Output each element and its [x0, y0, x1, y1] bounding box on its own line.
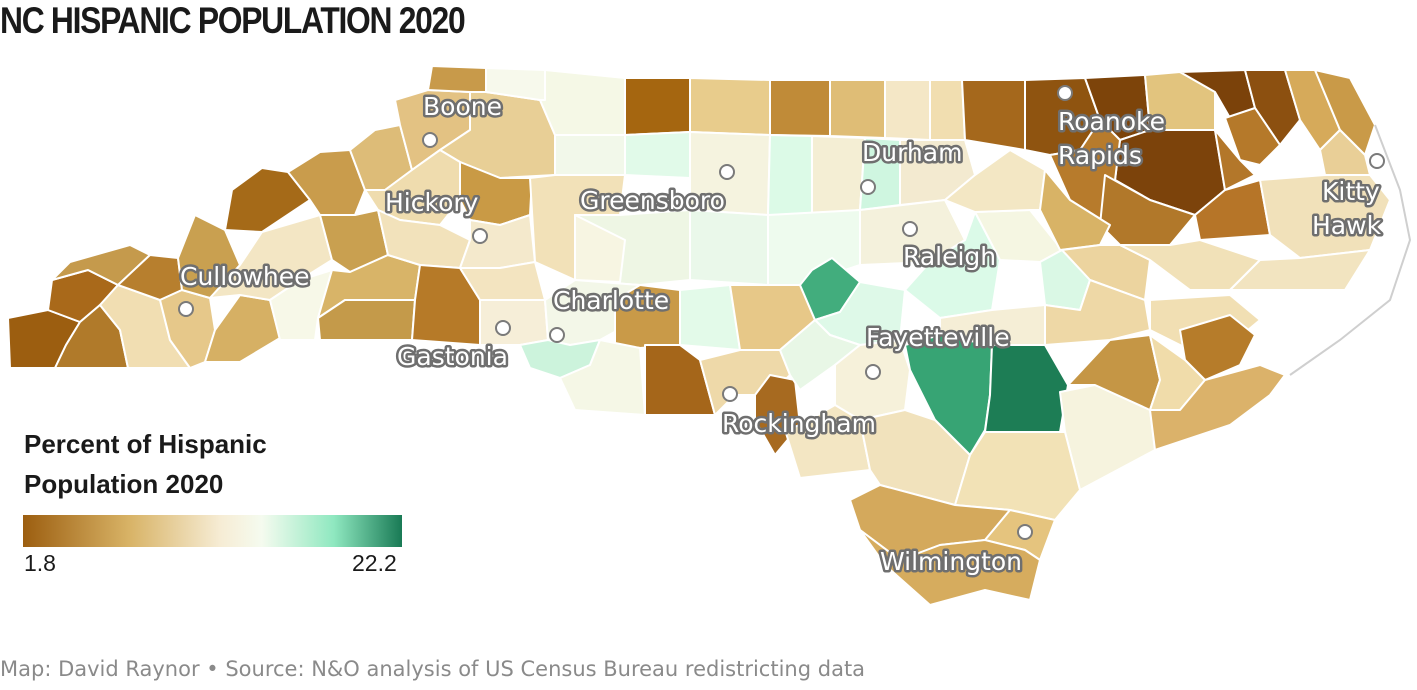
- county-region: [539, 69, 626, 136]
- county-region: [1229, 249, 1371, 291]
- county-region: [624, 77, 691, 136]
- city-label-gastonia: Gastonia: [397, 342, 508, 371]
- city-label-kitty-hawk-line2: Hawk: [1312, 211, 1382, 240]
- city-label-boone: Boone: [423, 92, 502, 121]
- county-region: [904, 211, 1001, 319]
- county-region: [427, 65, 487, 93]
- county-region: [624, 131, 691, 179]
- gastonia-marker: [495, 320, 511, 336]
- county-region: [1149, 364, 1286, 451]
- county-region: [767, 134, 813, 216]
- county-region: [689, 77, 771, 136]
- cullowhee-marker: [178, 301, 194, 317]
- county-region: [574, 214, 626, 283]
- map-title: NC HISPANIC POPULATION 2020: [0, 0, 466, 41]
- county-region: [1144, 71, 1216, 131]
- raleigh-marker: [902, 221, 918, 237]
- legend-min-label: 1.8: [24, 550, 56, 576]
- county-region: [1314, 69, 1376, 156]
- county-region: [811, 135, 866, 216]
- kitty-hawk-marker: [1369, 153, 1385, 169]
- source-credit: Map: David Raynor • Source: N&O analysis…: [0, 657, 866, 681]
- fayetteville-marker: [865, 364, 881, 380]
- county-region: [204, 294, 281, 363]
- county-region: [559, 339, 646, 416]
- legend-title-line2: Population 2020: [24, 469, 224, 499]
- city-label-cullowhee: Cullowhee: [180, 262, 310, 291]
- charlotte-marker: [549, 327, 565, 343]
- city-label-rockingham: Rockingham: [722, 409, 876, 438]
- county-region: [287, 149, 366, 216]
- county-region: [769, 79, 831, 137]
- city-label-fayetteville: Fayetteville: [866, 323, 1010, 352]
- county-region: [929, 79, 966, 141]
- county-region: [689, 209, 769, 286]
- county-region: [859, 529, 1041, 606]
- county-region: [1214, 129, 1256, 191]
- county-region: [1224, 107, 1281, 166]
- city-label-roanoke-rapids-line2: Rapids: [1058, 141, 1142, 170]
- city-label-kitty-hawk-line1: Kitty: [1322, 177, 1380, 206]
- city-label-durham: Durham: [862, 138, 962, 167]
- city-label-wilmington: Wilmington: [880, 547, 1022, 576]
- county-region: [554, 134, 626, 176]
- county-region: [479, 299, 549, 346]
- city-label-greensboro: Greensboro: [580, 186, 725, 215]
- wilmington-marker: [1017, 524, 1033, 540]
- hickory-marker: [472, 228, 488, 244]
- city-label-hickory: Hickory: [385, 188, 479, 217]
- coastline: [1289, 124, 1412, 376]
- legend-title-line1: Percent of Hispanic: [24, 429, 267, 459]
- legend-max-label: 22.2: [352, 550, 397, 576]
- durham-marker: [860, 179, 876, 195]
- county-region: [961, 79, 1026, 151]
- greensboro-marker: [719, 164, 735, 180]
- legend-color-scale: [23, 515, 402, 547]
- city-label-roanoke-rapids-line1: Roanoke: [1058, 107, 1165, 136]
- county-region: [1039, 169, 1111, 251]
- boone-marker: [422, 132, 438, 148]
- county-region: [459, 261, 546, 301]
- rockingham-marker: [722, 386, 738, 402]
- county-region: [829, 79, 886, 139]
- city-label-charlotte: Charlotte: [553, 286, 669, 315]
- city-label-raleigh: Raleigh: [903, 242, 996, 271]
- county-region: [884, 79, 931, 141]
- county-region: [1044, 279, 1151, 346]
- roanoke-rapids-marker: [1057, 85, 1073, 101]
- county-region: [1259, 174, 1391, 259]
- legend-title: Percent of Hispanic Population 2020: [24, 424, 267, 504]
- county-region: [984, 344, 1069, 433]
- county-region: [1244, 69, 1301, 146]
